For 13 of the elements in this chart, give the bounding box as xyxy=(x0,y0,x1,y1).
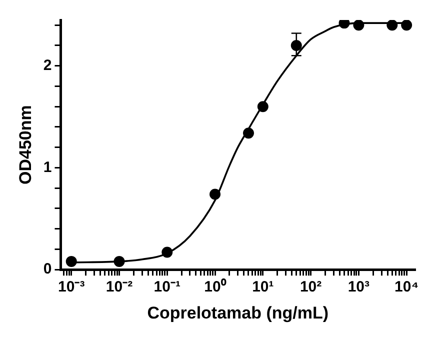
x-tick-label: 10⁻² xyxy=(106,278,133,296)
y-tick-label: 0 xyxy=(43,260,52,278)
x-axis-title: Coprelotamab (ng/mL) xyxy=(147,303,329,322)
x-tick-label: 10⁻³ xyxy=(58,278,85,296)
y-tick-label: 1 xyxy=(43,158,52,176)
y-tick-label: 2 xyxy=(43,56,52,74)
x-tick-label: 10³ xyxy=(348,278,370,296)
x-tick-label: 10² xyxy=(300,278,322,296)
y-axis-title: OD450nm xyxy=(16,105,35,184)
x-tick-label: 10⁰ xyxy=(204,278,227,296)
x-tick-label: 10¹ xyxy=(252,278,274,296)
x-tick-label: 10⁻¹ xyxy=(154,278,180,296)
x-tick-label: 10⁴ xyxy=(394,278,419,296)
